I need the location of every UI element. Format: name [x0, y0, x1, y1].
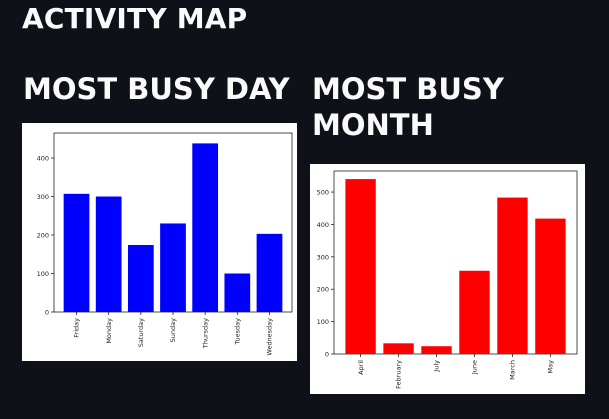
- busy-day-chart: 0 100 200 300 400 Friday Monday Saturday Sunday T…: [22, 123, 297, 361]
- day-bar-monday: [95, 196, 122, 312]
- page-title: ACTIVITY MAP: [22, 2, 248, 35]
- month-xtick-label: March: [509, 360, 517, 380]
- busy-day-chart-svg: 0 100 200 300 400 Friday Monday Saturday Sunday T…: [37, 132, 293, 356]
- busy-month-chart-svg: 0 100 200 300 400 500 April February July June Mar…: [317, 170, 578, 389]
- day-xtick-label: Monday: [105, 318, 113, 344]
- day-ytick-label: 100: [37, 270, 49, 278]
- busy-month-chart: 0 100 200 300 400 500 April February July June Mar…: [310, 164, 585, 394]
- month-xtick-label: April: [357, 360, 365, 375]
- month-ytick-label: 200: [317, 286, 329, 294]
- month-xtick-label: May: [547, 360, 555, 374]
- month-xtick-label: February: [395, 360, 403, 389]
- day-ytick-label: 300: [37, 193, 49, 201]
- day-bar-thursday: [192, 143, 219, 312]
- day-xtick-label: Saturday: [137, 318, 145, 347]
- month-bar-march: [497, 197, 528, 354]
- day-bar-tuesday: [224, 273, 251, 312]
- month-xtick-label: July: [433, 360, 441, 373]
- month-bar-february: [383, 343, 414, 354]
- month-ytick-label: 500: [317, 189, 329, 197]
- day-xtick-label: Wednesday: [266, 318, 274, 356]
- day-xtick-label: Friday: [73, 318, 81, 338]
- month-bar-april: [345, 179, 376, 354]
- month-bar-may: [535, 218, 566, 354]
- day-bar-wednesday: [256, 233, 283, 312]
- day-bar-saturday: [127, 245, 154, 312]
- month-ytick-label: 0: [325, 351, 329, 359]
- day-ytick-label: 400: [37, 155, 49, 163]
- day-bar-friday: [63, 193, 90, 312]
- day-xtick-label: Thursday: [201, 318, 209, 349]
- day-ytick-label: 0: [45, 309, 49, 317]
- month-bar-june: [459, 270, 490, 354]
- day-bar-sunday: [160, 223, 186, 312]
- most-busy-month-heading: MOST BUSY MONTH: [312, 72, 504, 142]
- month-plot-frame: [333, 170, 578, 355]
- month-ytick-label: 300: [317, 253, 329, 261]
- day-xtick-label: Sunday: [169, 318, 177, 342]
- month-bar-july: [421, 346, 452, 354]
- most-busy-day-heading: MOST BUSY DAY: [23, 72, 290, 106]
- month-xtick-label: June: [471, 360, 479, 375]
- day-ytick-label: 200: [37, 232, 49, 240]
- month-ytick-label: 100: [317, 318, 329, 326]
- day-xtick-label: Tuesday: [234, 318, 242, 346]
- month-ytick-label: 400: [317, 221, 329, 229]
